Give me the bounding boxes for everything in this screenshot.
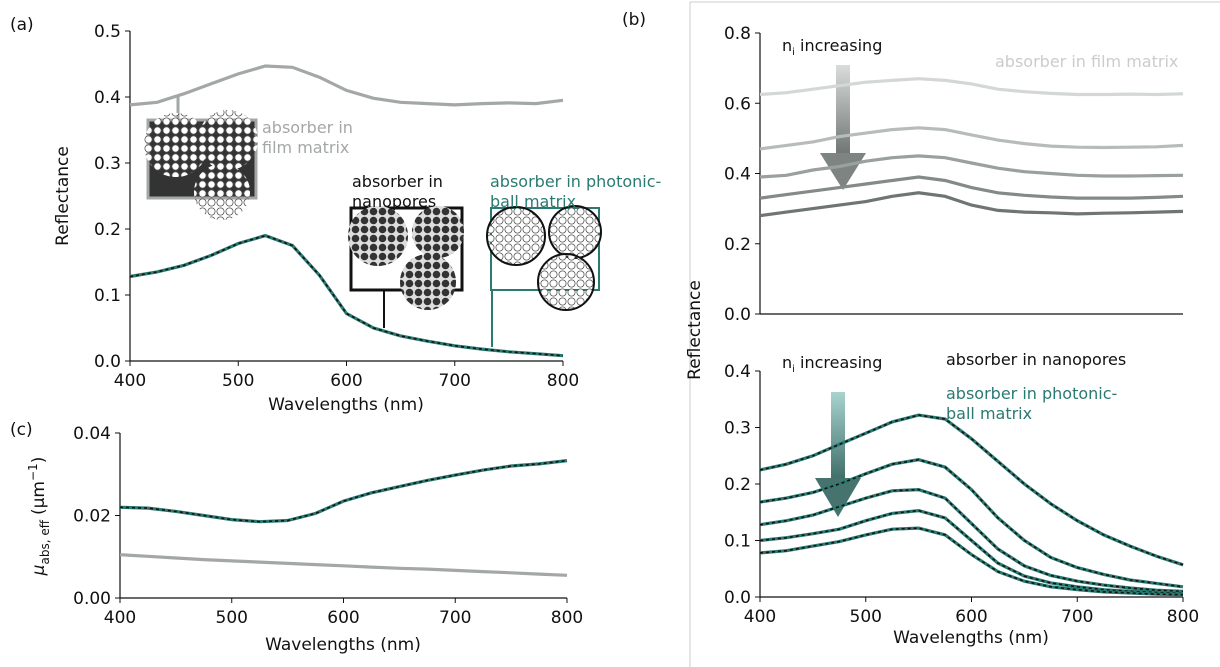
y-tick-label: 0.00 [73,589,111,609]
y-tick-label: 0.3 [94,154,121,174]
y-tick-label: 0.02 [73,507,111,527]
x-tick-label: 600 [955,607,987,627]
annotation: absorber in nanopores [352,172,472,212]
x-axis-label: Wavelengths (nm) [265,635,421,655]
y-tick-label: 0.2 [94,220,121,240]
y-axis-label-part: (μm [29,481,49,515]
inset-nanopores [348,206,464,328]
annotation-subscript: i [792,47,795,59]
x-tick-label: 500 [222,371,254,391]
y-axis-label-part: ) [29,457,49,464]
x-tick-label: 800 [551,608,583,628]
panel-label: (a) [10,15,34,35]
annotation-subscript: i [792,364,795,376]
annotation-symbol: n [782,353,793,372]
panel-label: (b) [622,10,646,30]
x-tick-label: 400 [104,608,136,628]
annotation-text: increasing [800,353,883,372]
x-axis-label: Wavelengths (nm) [268,395,424,415]
y-tick-label: 0.4 [724,362,751,382]
annotation-text: absorber in film matrix [262,118,353,157]
series-line [759,175,1184,200]
x-tick-label: 400 [114,371,146,391]
y-axis-label: Reflectance [685,280,705,380]
annotation: absorber in photonic-ball matrix [490,172,665,212]
annotation-text: absorber in nanopores [352,172,443,211]
series-line [759,191,1184,218]
y-tick-label: 0.2 [724,235,751,255]
series-line [119,553,568,577]
series-line [759,526,1184,597]
arrow-teal [815,392,861,517]
annotation-symbol: n [782,36,793,55]
y-tick-label: 0.8 [724,24,751,44]
annotation: absorber in film matrix [995,52,1215,72]
y-tick-label: 0.04 [73,424,111,444]
y-tick-label: 0.1 [724,532,751,552]
series-line [759,154,1184,179]
annotation-text: absorber in photonic-ball matrix [946,384,1118,423]
y-axis-label: μabs, eff (μm−1) [26,457,52,577]
series-dash [759,509,1184,595]
panel-border [689,1,1220,667]
annotation: absorber in film matrix [262,118,372,158]
x-tick-label: 500 [850,607,882,627]
inset-film [144,95,258,220]
x-tick-label: 700 [1061,607,1093,627]
y-tick-label: 0.0 [724,588,751,608]
y-tick-label: 0.0 [724,305,751,325]
series-line [759,126,1184,151]
annotation: ni increasing [782,353,982,380]
y-axis-label-part: abs, eff [38,519,52,564]
series-dash [759,414,1184,566]
x-tick-label: 600 [327,608,359,628]
y-axis-label-part: −1 [26,463,40,481]
annotation-text: absorber in nanopores [946,350,1127,369]
y-axis-label-part: μ [29,564,49,576]
y-tick-label: 0.3 [724,419,751,439]
x-tick-label: 400 [744,607,776,627]
y-tick-label: 0.2 [724,475,751,495]
y-tick-label: 0.4 [724,165,751,185]
annotation: absorber in photonic-ball matrix [946,384,1146,424]
series-dash [119,459,568,523]
annotation-text: increasing [800,36,883,55]
y-axis-label: Reflectance [53,146,73,246]
series-dash [759,527,1184,596]
y-tick-label: 0.6 [724,94,751,114]
series-dash [759,488,1184,593]
x-tick-label: 700 [439,608,471,628]
series-dash [759,458,1184,588]
annotation-text: absorber in film matrix [995,52,1179,71]
series-line [759,77,1184,97]
x-tick-label: 500 [216,608,248,628]
annotation: ni increasing [782,36,982,63]
y-tick-label: 0.0 [94,352,121,372]
series-line [129,64,564,107]
y-tick-label: 0.4 [94,88,121,108]
x-axis-label: Wavelengths (nm) [893,628,1049,648]
x-tick-label: 700 [439,371,471,391]
annotation-text: absorber in photonic-ball matrix [490,172,662,211]
annotation: absorber in nanopores [946,350,1186,370]
inset-photonic-ball [486,205,602,347]
series-dash [129,234,564,357]
panel-label: (c) [10,420,33,440]
x-tick-label: 800 [1167,607,1199,627]
y-tick-label: 0.1 [94,286,121,306]
y-tick-label: 0.5 [94,22,121,42]
x-tick-label: 600 [330,371,362,391]
x-tick-label: 800 [547,371,579,391]
